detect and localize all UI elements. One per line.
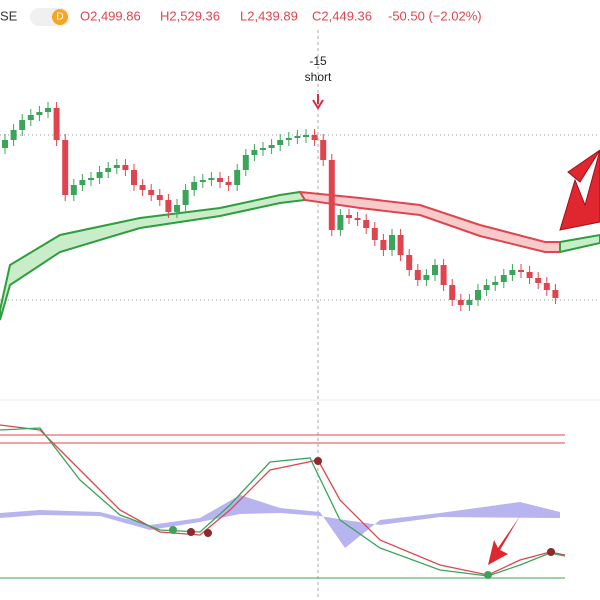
candle-body xyxy=(62,140,69,195)
candle-body xyxy=(449,285,456,300)
signal-arrow xyxy=(312,94,324,110)
candle-body xyxy=(139,185,146,190)
candle-body xyxy=(88,178,94,180)
symbol: SE xyxy=(0,8,18,23)
candle-body xyxy=(371,228,378,240)
candle-body xyxy=(509,270,516,275)
high-value: H2,529.36 xyxy=(160,8,220,23)
low-value: L2,439.89 xyxy=(240,8,298,23)
candle-body xyxy=(535,278,542,283)
candle-body xyxy=(53,108,60,140)
candle-body xyxy=(208,178,215,180)
candle-body xyxy=(285,138,292,140)
candle-body xyxy=(475,290,481,300)
interval: D xyxy=(56,12,63,23)
interval-badge xyxy=(52,9,68,25)
plot-layer xyxy=(0,30,600,600)
candle-body xyxy=(70,185,77,195)
candle-body xyxy=(36,112,43,115)
candle-body xyxy=(2,140,8,148)
cross-dot xyxy=(169,526,177,534)
candle-body xyxy=(500,275,507,282)
candle-body xyxy=(199,180,206,182)
candle-body xyxy=(217,178,223,182)
candle-body xyxy=(406,255,413,270)
candle-body xyxy=(543,283,550,290)
signal-line xyxy=(0,424,566,576)
candle-body xyxy=(268,145,275,148)
candle-body xyxy=(182,190,189,205)
candle-body xyxy=(346,215,352,218)
candle-body xyxy=(354,218,361,220)
candle-body xyxy=(260,148,266,150)
candle-body xyxy=(174,205,180,212)
candle-body xyxy=(165,200,172,212)
signal-value: -15 xyxy=(309,54,327,68)
candle-body xyxy=(380,240,387,250)
close-value: C2,449.36 xyxy=(312,8,372,23)
candle-body xyxy=(251,150,258,155)
candle-body xyxy=(79,180,86,185)
candle-body xyxy=(105,168,112,172)
candle-body xyxy=(294,136,301,138)
candle-body xyxy=(277,140,284,145)
candle-body xyxy=(397,235,404,255)
candle-body xyxy=(552,290,559,298)
candle-body xyxy=(191,182,198,190)
candle-body xyxy=(27,115,34,120)
small-arrow xyxy=(488,516,520,565)
candle-body xyxy=(311,135,318,140)
signal-label: short xyxy=(305,70,332,84)
open-value: O2,499.86 xyxy=(80,8,141,23)
candle-body xyxy=(122,165,129,170)
candle-body xyxy=(337,215,344,230)
candle-body xyxy=(10,130,17,140)
candle-body xyxy=(389,235,395,250)
candle-body xyxy=(131,170,137,185)
candle-body xyxy=(96,172,103,178)
candle-body xyxy=(113,165,120,168)
candle-body xyxy=(440,265,447,285)
candle-body xyxy=(148,190,155,195)
cloud-green xyxy=(559,233,600,254)
cross-dot xyxy=(314,457,322,465)
candle-body xyxy=(45,108,51,112)
candle-body xyxy=(526,272,533,278)
cross-dot xyxy=(484,571,492,579)
big-arrow xyxy=(559,149,600,231)
cross-dot xyxy=(187,528,195,536)
candle-body xyxy=(457,300,464,305)
candle-body xyxy=(234,170,241,185)
candle-body xyxy=(414,270,421,280)
candle-body xyxy=(328,160,335,230)
candle-body xyxy=(242,155,249,170)
candle-body xyxy=(303,135,309,137)
candle-body xyxy=(320,140,327,160)
candle-body xyxy=(423,275,430,280)
candle-body xyxy=(466,300,473,305)
candle-body xyxy=(363,220,370,228)
candle-body xyxy=(432,265,438,275)
change-value: -50.50 (−2.02%) xyxy=(388,8,482,23)
candle-body xyxy=(492,282,499,285)
osc-line xyxy=(0,427,566,577)
candle-body xyxy=(518,270,524,272)
candle-body xyxy=(19,120,26,130)
cross-dot xyxy=(204,529,212,537)
cross-dot xyxy=(547,548,555,556)
candle-body xyxy=(156,195,163,200)
candle-body xyxy=(225,182,232,185)
candle-body xyxy=(483,285,490,290)
